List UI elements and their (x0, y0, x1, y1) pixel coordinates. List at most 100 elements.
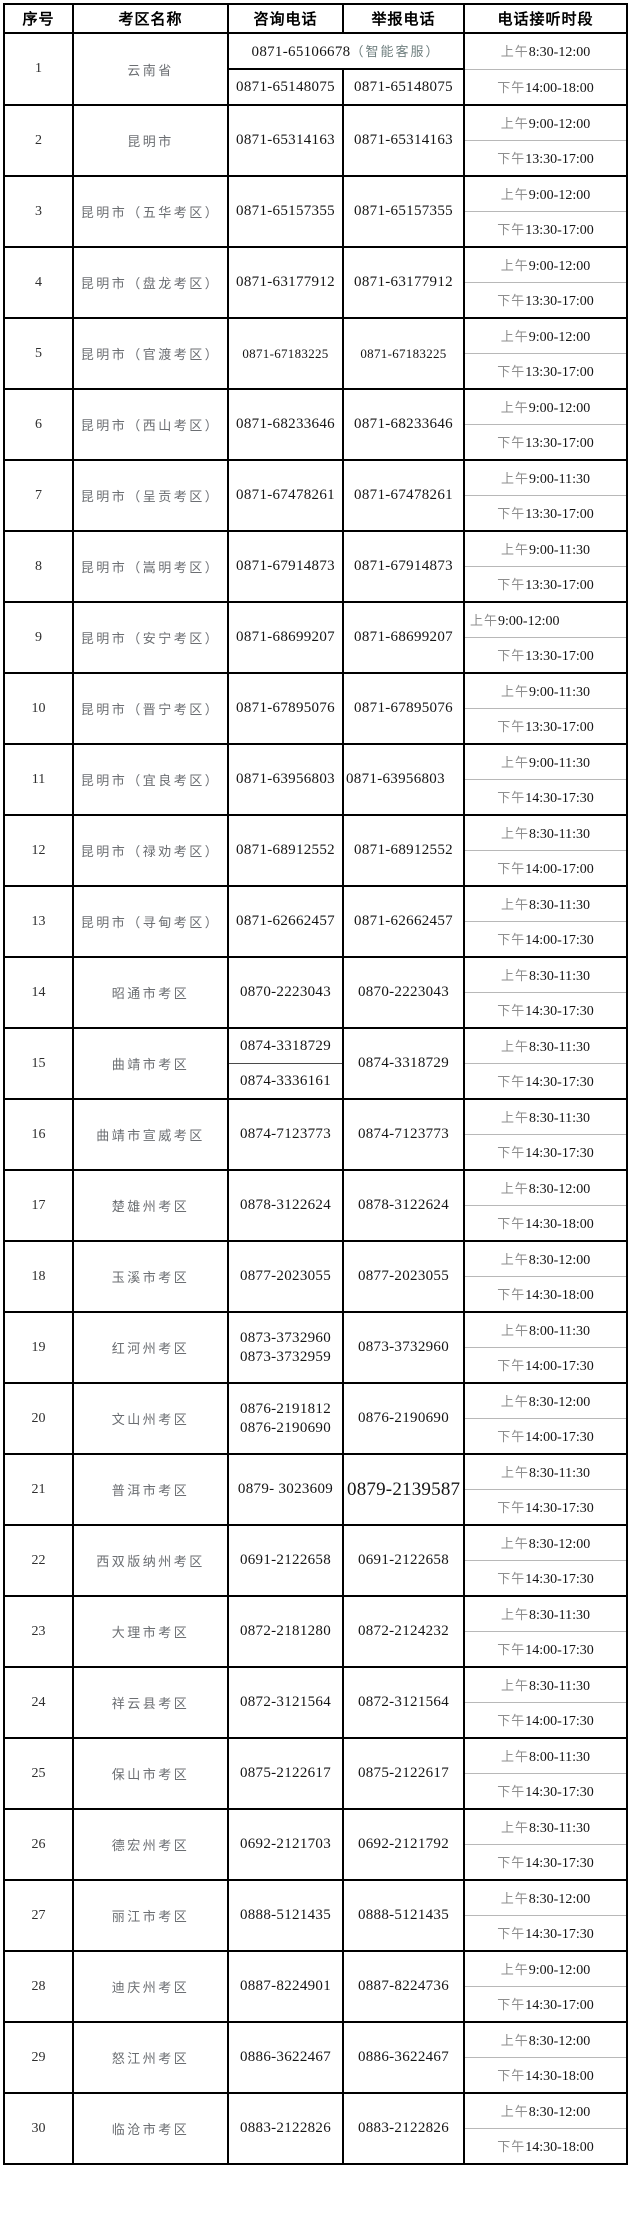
morning-hours: 上午8:30-12:00 (463, 1382, 628, 1419)
afternoon-hours: 下午14:00-17:30 (463, 921, 628, 958)
report-phone: 0871-68912552 (342, 814, 465, 887)
row-index: 7 (3, 459, 74, 532)
afternoon-hours: 下午14:00-18:00 (463, 68, 628, 106)
afternoon-time: 14:30-18:00 (525, 1217, 594, 1232)
afternoon-hours: 下午13:30-17:00 (463, 566, 628, 603)
afternoon-hours: 下午14:30-17:30 (463, 779, 628, 816)
region-name: 红河州考区 (72, 1311, 229, 1384)
afternoon-time: 14:30-17:30 (525, 1075, 594, 1090)
region-name: 保山市考区 (72, 1737, 229, 1810)
region-name: 普洱市考区 (72, 1453, 229, 1526)
region-name: 昆明市（寻甸考区） (72, 885, 229, 958)
row-index: 15 (3, 1027, 74, 1100)
morning-label: 上午 (501, 1749, 530, 1764)
region-name: 昆明市（禄劝考区） (72, 814, 229, 887)
table-row-sub: 下午14:30-17:30 (4, 1489, 628, 1526)
consult-phone-line: 0876-2190690 (239, 1419, 332, 1436)
morning-label: 上午 (501, 1110, 530, 1125)
region-name: 怒江州考区 (72, 2021, 229, 2094)
morning-label: 上午 (501, 1678, 530, 1693)
row-index: 26 (3, 1808, 74, 1881)
afternoon-time: 14:00-17:30 (525, 1643, 594, 1658)
consult-phone: 0878-3122624 (227, 1169, 344, 1242)
afternoon-label: 下午 (497, 1713, 526, 1728)
table-row: 12 昆明市（禄劝考区） 0871-68912552 0871-68912552 上午8… (3, 814, 628, 887)
afternoon-hours: 下午14:00-17:30 (463, 1347, 628, 1384)
header-region-name: 考区名称 (72, 3, 229, 34)
morning-label: 上午 (501, 471, 530, 486)
row-index: 22 (3, 1524, 74, 1597)
morning-time: 8:30-11:30 (529, 969, 590, 984)
morning-time: 9:00-11:30 (529, 756, 590, 771)
report-phone: 0872-3121564 (342, 1666, 465, 1739)
report-phone: 0886-3622467 (342, 2021, 465, 2094)
afternoon-label: 下午 (497, 2068, 526, 2083)
consult-phone: 0871-65148075 (227, 68, 344, 106)
afternoon-time: 14:00-17:30 (525, 1714, 594, 1729)
afternoon-hours: 下午13:30-17:00 (463, 140, 628, 177)
region-name: 临沧市考区 (72, 2092, 229, 2165)
report-phone: 0873-3732960 (342, 1311, 465, 1384)
morning-label: 上午 (501, 1607, 530, 1622)
morning-label: 上午 (501, 968, 530, 983)
morning-hours: 上午9:00-11:30 (463, 459, 628, 496)
morning-time: 8:30-11:30 (529, 1608, 590, 1623)
consult-phone: 0871-63177912 (227, 246, 344, 319)
table-row-sub: 下午13:30-17:00 (4, 495, 628, 532)
table-row: 19 红河州考区 0873-3732960 0873-3732959 0873-3732… (3, 1311, 628, 1384)
morning-time: 8:30-12:00 (528, 1892, 591, 1907)
row-index: 19 (3, 1311, 74, 1384)
afternoon-hours: 下午14:00-17:30 (463, 1702, 628, 1739)
morning-label: 上午 (501, 1820, 530, 1835)
report-phone: 0874-3318729 (342, 1027, 465, 1100)
morning-time: 8:30-12:00 (528, 2034, 591, 2049)
afternoon-time: 13:30-17:00 (525, 152, 594, 167)
table-row-sub: 下午14:30-18:00 (4, 2128, 628, 2165)
row-index: 1 (3, 32, 74, 106)
region-name: 西双版纳州考区 (72, 1524, 229, 1597)
consult-phone-bottom: 0874-3336161 (227, 1063, 344, 1100)
report-phone: 0871-67478261 (342, 459, 465, 532)
afternoon-time: 14:30-18:00 (525, 1288, 594, 1303)
report-phone: 0871-62662457 (342, 885, 465, 958)
table-row-sub: 下午13:30-17:00 (4, 566, 628, 603)
morning-hours: 上午8:30-11:30 (463, 885, 628, 922)
afternoon-time: 14:00-17:30 (525, 933, 594, 948)
morning-hours: 上午8:30-11:30 (463, 1027, 628, 1064)
table-row: 7 昆明市（呈贡考区） 0871-67478261 0871-67478261 上午9:… (3, 459, 628, 532)
morning-label: 上午 (501, 684, 530, 699)
consult-phone-line: 0873-3732959 (239, 1348, 332, 1365)
report-phone: 0871-67183225 (342, 317, 465, 390)
afternoon-label: 下午 (497, 1429, 526, 1444)
row-index: 9 (3, 601, 74, 674)
morning-time: 8:30-11:30 (529, 1111, 590, 1126)
table-row-sub: 下午14:30-17:30 (4, 1773, 628, 1810)
row-index: 8 (3, 530, 74, 603)
morning-hours: 上午9:00-12:00 (463, 175, 628, 212)
table-row: 8 昆明市（嵩明考区） 0871-67914873 0871-67914873 上午9:… (3, 530, 628, 603)
report-phone: 0872-2124232 (342, 1595, 465, 1668)
report-phone: 0871-65314163 (342, 104, 465, 177)
afternoon-label: 下午 (497, 932, 526, 947)
morning-time: 9:00-12:00 (528, 188, 591, 203)
row-index: 29 (3, 2021, 74, 2094)
consult-phone: 0876-2191812 0876-2190690 (227, 1382, 344, 1455)
morning-label: 上午 (500, 2033, 529, 2048)
morning-label: 上午 (500, 187, 529, 202)
hotline-note: （智能客服） (350, 44, 441, 59)
afternoon-label: 下午 (497, 1642, 526, 1657)
morning-hours: 上午9:00-12:00 (463, 388, 628, 425)
afternoon-time: 14:00-17:30 (525, 1359, 594, 1374)
row-index: 6 (3, 388, 74, 461)
table-row: 28 迪庆州考区 0887-8224901 0887-8224736 上午9:00-12… (3, 1950, 628, 2023)
header-answer-hours: 电话接听时段 (463, 3, 628, 34)
afternoon-label: 下午 (497, 1287, 526, 1302)
morning-time: 8:30-11:30 (529, 827, 590, 842)
afternoon-time: 14:30-17:30 (525, 1004, 594, 1019)
morning-label: 上午 (500, 2104, 529, 2119)
afternoon-label: 下午 (497, 1003, 526, 1018)
row-index: 11 (3, 743, 74, 816)
morning-label: 上午 (500, 1962, 529, 1977)
afternoon-hours: 下午14:30-17:30 (463, 1915, 628, 1952)
afternoon-time: 13:30-17:00 (525, 578, 594, 593)
